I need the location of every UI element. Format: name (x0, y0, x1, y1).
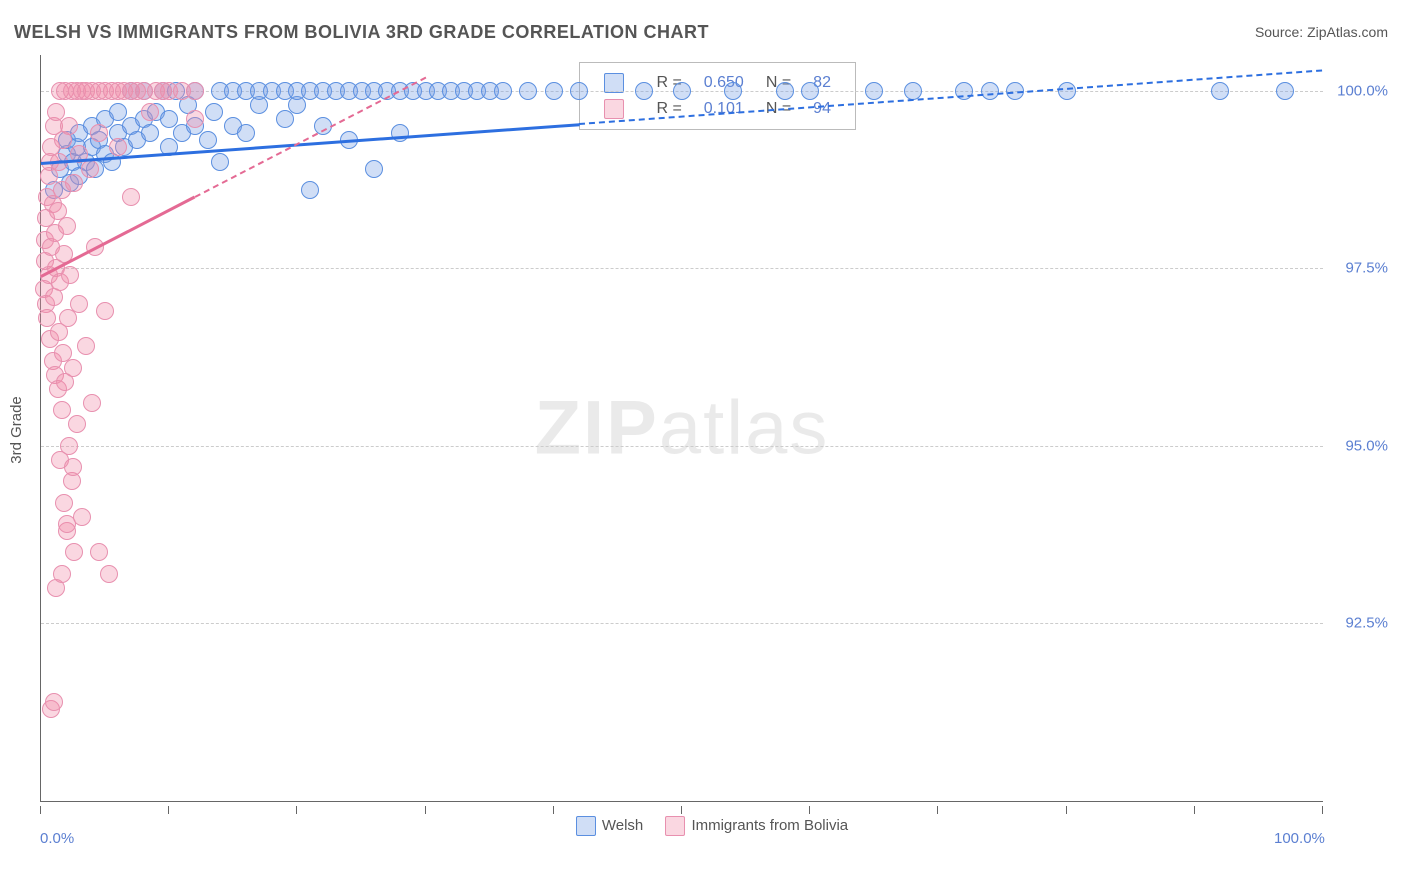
legend-label-1: Welsh (602, 817, 643, 834)
data-point (365, 160, 383, 178)
data-point (276, 110, 294, 128)
data-point (65, 174, 83, 192)
source-label: Source: ZipAtlas.com (1255, 24, 1388, 40)
legend-swatch-1 (576, 816, 596, 836)
data-point (545, 82, 563, 100)
data-point (301, 181, 319, 199)
data-point (211, 153, 229, 171)
x-tick (1194, 806, 1195, 814)
gridline (41, 268, 1323, 269)
data-point (570, 82, 588, 100)
data-point (981, 82, 999, 100)
data-point (96, 302, 114, 320)
x-tick-label: 100.0% (1274, 830, 1325, 847)
data-point (141, 124, 159, 142)
data-point (1276, 82, 1294, 100)
data-point (865, 82, 883, 100)
x-tick (681, 806, 682, 814)
y-tick-label: 95.0% (1345, 437, 1388, 454)
data-point (519, 82, 537, 100)
data-point (68, 415, 86, 433)
data-point (724, 82, 742, 100)
x-tick (809, 806, 810, 814)
legend-label-2: Immigrants from Bolivia (691, 817, 848, 834)
x-tick (168, 806, 169, 814)
data-point (55, 494, 73, 512)
data-point (73, 508, 91, 526)
x-tick (553, 806, 554, 814)
data-point (141, 103, 159, 121)
x-tick-label: 0.0% (40, 830, 74, 847)
data-point (673, 82, 691, 100)
x-tick (425, 806, 426, 814)
gridline (41, 623, 1323, 624)
data-point (90, 543, 108, 561)
data-point (53, 565, 71, 583)
data-point (45, 693, 63, 711)
x-tick (40, 806, 41, 814)
data-point (635, 82, 653, 100)
data-point (64, 359, 82, 377)
gridline (41, 446, 1323, 447)
x-tick (296, 806, 297, 814)
data-point (237, 124, 255, 142)
legend-swatch-2 (665, 816, 685, 836)
data-point (60, 117, 78, 135)
data-point (81, 160, 99, 178)
y-tick-label: 100.0% (1337, 82, 1388, 99)
data-point (61, 266, 79, 284)
data-point (186, 110, 204, 128)
y-tick-label: 92.5% (1345, 615, 1388, 632)
data-point (90, 124, 108, 142)
data-point (70, 295, 88, 313)
data-point (65, 543, 83, 561)
data-point (60, 437, 78, 455)
data-point (494, 82, 512, 100)
data-point (58, 217, 76, 235)
x-tick (937, 806, 938, 814)
data-point (1058, 82, 1076, 100)
x-tick (1066, 806, 1067, 814)
data-point (100, 565, 118, 583)
data-point (186, 82, 204, 100)
data-point (122, 188, 140, 206)
data-point (77, 337, 95, 355)
plot-area: ZIPatlas R =0.650N =82R =0.101N =94 (40, 55, 1323, 802)
data-point (53, 401, 71, 419)
data-point (776, 82, 794, 100)
y-axis-label: 3rd Grade (8, 396, 25, 464)
legend: Welsh Immigrants from Bolivia (0, 816, 1406, 836)
data-point (904, 82, 922, 100)
data-point (64, 458, 82, 476)
watermark: ZIPatlas (535, 385, 830, 472)
data-point (205, 103, 223, 121)
chart-title: WELSH VS IMMIGRANTS FROM BOLIVIA 3RD GRA… (14, 22, 709, 43)
y-tick-label: 97.5% (1345, 260, 1388, 277)
data-point (801, 82, 819, 100)
data-point (58, 515, 76, 533)
data-point (83, 394, 101, 412)
x-tick (1322, 806, 1323, 814)
data-point (109, 138, 127, 156)
data-point (1211, 82, 1229, 100)
data-point (199, 131, 217, 149)
